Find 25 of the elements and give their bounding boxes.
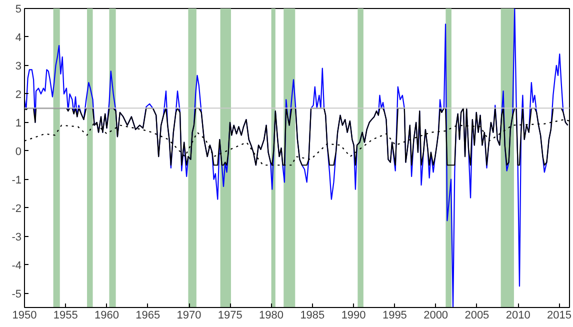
x-tick-label: 1985 [300, 310, 325, 322]
y-tick-label: 4 [15, 32, 22, 44]
x-tick-label: 1980 [259, 310, 284, 322]
y-tick-label: 5 [15, 4, 22, 16]
y-tick-label: 3 [15, 60, 22, 72]
x-tick-label: 2005 [464, 310, 490, 322]
x-tick-label: 1950 [12, 310, 37, 322]
x-tick-label: 1970 [176, 310, 202, 322]
x-tick-label: 1995 [382, 310, 407, 322]
y-tick-label: -1 [12, 174, 22, 186]
x-tick-label: 2015 [546, 310, 572, 322]
y-tick-label: 0 [15, 146, 22, 158]
y-tick-label: -3 [12, 231, 22, 244]
x-tick-label: 1965 [136, 310, 160, 322]
y-tick-label: -2 [12, 202, 22, 215]
y-tick-label: -5 [12, 288, 22, 300]
y-tick-label: 2 [15, 88, 22, 101]
x-tick-label: 1955 [53, 310, 78, 322]
y-tick-label: 1 [15, 117, 22, 130]
x-tick-label: 1990 [341, 310, 366, 322]
y-tick-label: -4 [12, 260, 22, 272]
x-tick-label: 2010 [506, 310, 530, 322]
x-tick-label: 1975 [218, 310, 242, 322]
x-tick-label: 2000 [424, 310, 448, 322]
x-tick-label: 1960 [94, 310, 120, 322]
